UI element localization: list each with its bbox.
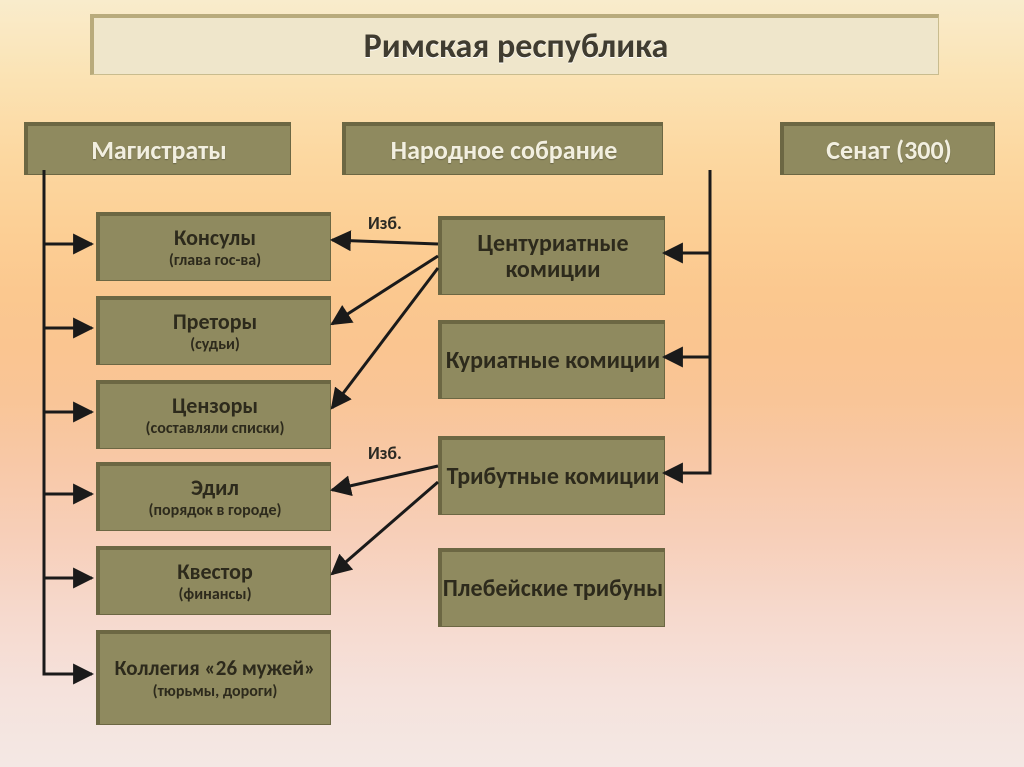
node-label: Коллегия «26 мужей» — [115, 657, 316, 679]
elect-label-1: Изб. — [368, 212, 402, 234]
node-aedile: Эдил (порядок в городе) — [96, 462, 331, 531]
node-label: Куриатные комиции — [446, 348, 660, 374]
node-sublabel: (порядок в городе) — [148, 501, 281, 520]
node-label: Цензоры — [172, 394, 258, 417]
node-label: Эдил — [191, 476, 239, 499]
elect-label-2: Изб. — [368, 442, 402, 464]
node-sublabel: (тюрьмы, дороги) — [153, 682, 278, 701]
title-banner: Римская республика — [90, 14, 939, 75]
diagram-stage: Римская республика Магистраты Народное с… — [0, 0, 1024, 767]
node-curiate: Куриатные комиции — [438, 320, 665, 399]
node-sublabel: (глава гос-ва) — [169, 251, 261, 270]
col-magistrates: Магистраты — [24, 122, 291, 175]
node-consuls: Консулы (глава гос-ва) — [96, 212, 331, 281]
node-sublabel: (судьи) — [190, 335, 240, 354]
col-senate-label: Сенат (300) — [826, 134, 952, 166]
node-label: Консулы — [174, 226, 256, 249]
col-assembly: Народное собрание — [342, 122, 663, 175]
node-plebeian: Плебейские трибуны — [438, 548, 665, 627]
node-sublabel: (составляли списки) — [146, 419, 285, 438]
col-magistrates-label: Магистраты — [91, 134, 227, 166]
node-label: Трибутные комиции — [447, 464, 660, 490]
page-title: Римская республика — [364, 26, 669, 67]
node-tribute: Трибутные комиции — [438, 436, 665, 515]
node-sublabel: (финансы) — [178, 585, 251, 604]
node-centuriate: Центуриатные комиции — [438, 216, 665, 295]
col-assembly-label: Народное собрание — [391, 134, 618, 166]
node-quaestor: Квестор (финансы) — [96, 546, 331, 615]
node-label: Центуриатные комиции — [442, 231, 664, 284]
node-praetors: Преторы (судьи) — [96, 296, 331, 365]
node-censors: Цензоры (составляли списки) — [96, 380, 331, 449]
node-label: Квестор — [177, 560, 253, 583]
node-label: Преторы — [173, 310, 257, 333]
node-collegium: Коллегия «26 мужей» (тюрьмы, дороги) — [96, 630, 331, 725]
node-label: Плебейские трибуны — [443, 576, 663, 602]
col-senate: Сенат (300) — [780, 122, 995, 175]
